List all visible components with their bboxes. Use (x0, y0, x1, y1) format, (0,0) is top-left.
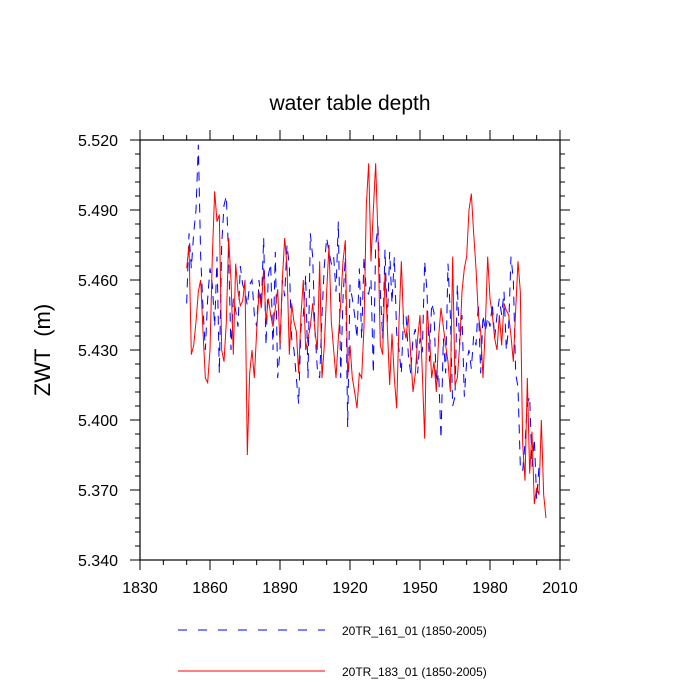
axis-ticks (130, 130, 570, 570)
legend-label-2: 20TR_183_01 (1850-2005) (342, 665, 487, 679)
series-line-2 (186, 163, 547, 519)
axis-tick-labels: 1830 1860 1890 1920 1950 1980 2010 5.340 5.370 5.… (78, 133, 578, 597)
y-tick-label: 5.520 (78, 133, 118, 150)
series-lines (186, 144, 547, 519)
y-axis-label: ZWT (m) (30, 304, 55, 396)
x-tick-label: 1980 (472, 580, 508, 597)
y-tick-label: 5.490 (78, 203, 118, 220)
legend: 20TR_161_01 (1850-2005) 20TR_183_01 (1850… (178, 624, 487, 679)
x-tick-label: 1950 (402, 580, 438, 597)
x-tick-label: 1920 (332, 580, 368, 597)
legend-label-1: 20TR_161_01 (1850-2005) (342, 624, 487, 638)
y-tick-label: 5.370 (78, 483, 118, 500)
x-tick-label: 1890 (262, 580, 298, 597)
series-line-1 (186, 144, 540, 500)
chart-title: water table depth (268, 92, 430, 115)
x-tick-label: 1860 (192, 580, 228, 597)
y-tick-label: 5.400 (78, 413, 118, 430)
x-tick-label: 2010 (542, 580, 578, 597)
x-tick-label: 1830 (122, 580, 158, 597)
y-tick-label: 5.340 (78, 553, 118, 570)
y-tick-label: 5.460 (78, 273, 118, 290)
y-tick-label: 5.430 (78, 343, 118, 360)
